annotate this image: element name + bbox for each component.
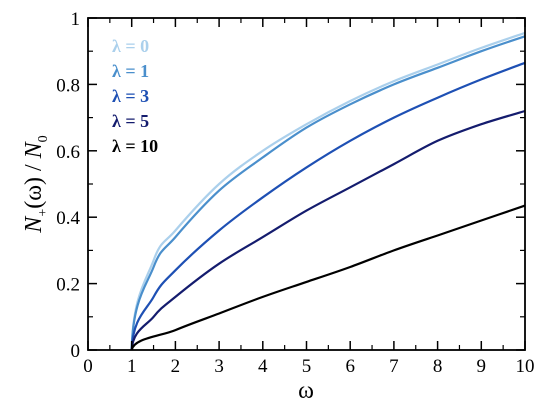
legend-entry-1: λ = 1 [112,61,149,81]
y-axis-label: N+(ω) / N0 [21,135,51,233]
x-tick-label: 8 [433,356,443,377]
y-tick-label: 0.4 [56,208,80,229]
legend: λ = 0 λ = 1 λ = 3 λ = 5 λ = 10 [112,36,158,156]
series-line-3 [130,109,526,351]
x-axis-label: ω [298,378,314,404]
legend-entry-3: λ = 5 [112,111,149,131]
legend-entry-0: λ = 0 [112,36,149,56]
x-tick-label: 7 [389,356,399,377]
x-tick-label: 6 [345,356,355,377]
x-tick-label: 4 [258,356,268,377]
svg-text:N+(ω) / N0: N+(ω) / N0 [21,135,51,233]
x-tick-label: 5 [302,356,312,377]
x-tick-label: 9 [477,356,487,377]
y-tick-label: 0 [71,341,81,362]
legend-entry-4: λ = 10 [112,136,158,156]
y-tick-label: 0.2 [56,275,80,296]
x-tick-label: 1 [127,356,137,377]
y-axis-ticks: 0 0.2 0.4 0.6 0.8 1 [56,9,525,362]
x-tick-label: 0 [83,356,93,377]
x-tick-label: 2 [171,356,181,377]
plot-series [130,31,526,351]
series-line-0 [130,31,526,351]
series-line-1 [130,35,526,351]
series-line-2 [130,61,526,351]
y-tick-label: 0.6 [56,142,80,163]
legend-entry-2: λ = 3 [112,86,149,106]
y-tick-label: 1 [71,9,81,30]
series-line-4 [130,204,526,351]
x-tick-label: 10 [516,356,535,377]
x-tick-label: 3 [214,356,224,377]
x-axis-ticks: 0 1 2 3 4 5 6 7 8 9 10 [83,18,535,377]
y-tick-label: 0.8 [56,75,80,96]
